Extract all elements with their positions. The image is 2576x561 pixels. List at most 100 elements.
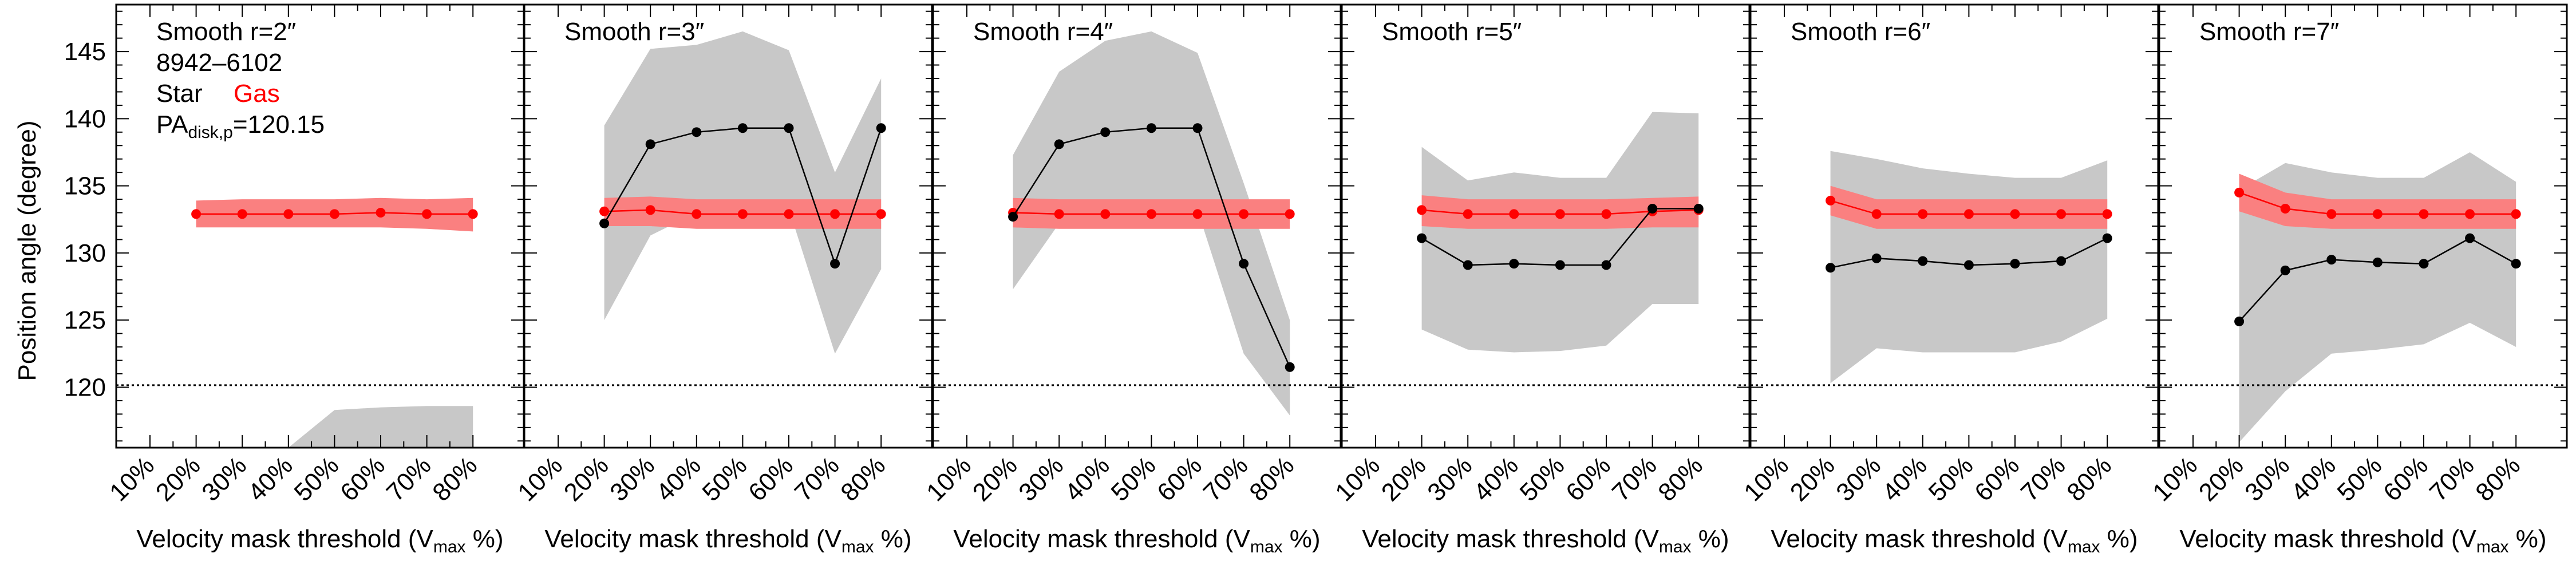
star-point [2511, 259, 2521, 269]
gas-point [2010, 209, 2020, 219]
panels-layer: 120 125 130 135 140 145 10%20%30%40%50%60%70%8… [64, 3, 2568, 556]
gas-point [1285, 209, 1295, 219]
gas-point [1555, 209, 1565, 219]
star-point [2234, 317, 2245, 327]
star-point [1601, 260, 1611, 270]
y-tick-label: 125 [64, 306, 106, 334]
star-point [1100, 127, 1111, 137]
star-point [1871, 253, 1882, 263]
gas-point [1509, 209, 1519, 219]
galaxy-id-label: 8942–6102 [156, 49, 282, 77]
star-point [2056, 256, 2067, 266]
star-point [1963, 260, 1974, 270]
gas-point [2465, 209, 2475, 219]
star-point [1417, 233, 1427, 243]
star-uncertainty-band [604, 31, 882, 354]
star-point [2326, 255, 2337, 265]
gas-point [1146, 209, 1156, 219]
star-point [1008, 212, 1018, 222]
star-point [1826, 263, 1836, 273]
gas-uncertainty-band [1830, 185, 2108, 229]
gas-uncertainty-band [2239, 173, 2516, 229]
pa-disk-label: PAdisk,p=120.15 [156, 110, 325, 142]
star-point [645, 139, 655, 149]
panel-title: Smooth r=6″ [1791, 18, 1930, 46]
star-point [876, 123, 886, 133]
x-axis-label: Velocity mask threshold (Vmax %) [1362, 525, 1729, 556]
y-tick-label: 120 [64, 373, 106, 401]
panel-title: Smooth r=3″ [564, 18, 704, 46]
panel-4: 10%20%30%40%50%60%70%80%Velocity mask th… [1330, 3, 1751, 556]
star-point [1918, 256, 1928, 266]
legend-star: Star [156, 80, 203, 108]
star-uncertainty-band [1421, 112, 1699, 353]
gas-point [2419, 209, 2429, 219]
gas-point [1871, 209, 1882, 219]
gas-point [376, 208, 386, 218]
gas-point [1918, 209, 1928, 219]
star-point [1555, 260, 1565, 270]
legend-gas: Gas [234, 80, 280, 108]
plot-area [933, 31, 1341, 416]
panel-title: Smooth r=7″ [2199, 18, 2339, 46]
panel-3: 10%20%30%40%50%60%70%80%Velocity mask th… [921, 3, 1342, 556]
star-point [2010, 259, 2020, 269]
plot-area [2159, 152, 2567, 443]
star-uncertainty-band [1013, 31, 1290, 416]
star-point [1239, 259, 1249, 269]
x-axis-label: Velocity mask threshold (Vmax %) [953, 525, 1320, 556]
star-point [830, 259, 840, 269]
panel-title: Smooth r=5″ [1382, 18, 1522, 46]
star-point [2102, 233, 2112, 243]
y-axis-label: Position angle (degree) [13, 121, 41, 381]
gas-point [1417, 205, 1427, 215]
x-axis-label: Velocity mask threshold (Vmax %) [544, 525, 911, 556]
plot-area [1751, 151, 2158, 386]
star-point [692, 127, 702, 137]
star-point [1509, 259, 1519, 269]
gas-point [737, 209, 748, 219]
panel-title: Smooth r=4″ [973, 18, 1113, 46]
y-tick-label: 145 [64, 38, 106, 66]
gas-point [645, 205, 655, 215]
star-point [2419, 259, 2429, 269]
gas-point [329, 209, 339, 219]
gas-point [283, 209, 294, 219]
star-point [2372, 257, 2383, 267]
gas-point [1239, 209, 1249, 219]
star-point [1285, 362, 1295, 372]
star-point [1463, 260, 1473, 270]
gas-point [2511, 209, 2521, 219]
star-point [1054, 139, 1064, 149]
x-axis-label: Velocity mask threshold (Vmax %) [1771, 525, 2138, 556]
gas-point [1054, 209, 1064, 219]
star-point [1647, 204, 1658, 214]
star-point [2280, 265, 2290, 275]
x-axis-label: Velocity mask threshold (Vmax %) [136, 525, 503, 556]
gas-point [1963, 209, 1974, 219]
gas-point [2372, 209, 2383, 219]
star-point [1693, 204, 1704, 214]
plot-area [1342, 112, 1749, 386]
star-point [1192, 123, 1203, 133]
star-point [784, 123, 794, 133]
star-point [2465, 233, 2475, 243]
gas-point [784, 209, 794, 219]
gas-point [1463, 209, 1473, 219]
panel-title: Smooth r=2″ [156, 18, 296, 46]
x-axis-label: Velocity mask threshold (Vmax %) [2179, 525, 2546, 556]
gas-point [2326, 209, 2337, 219]
star-point [737, 123, 748, 133]
gas-point [2234, 187, 2245, 197]
gas-point [191, 209, 202, 219]
y-tick-label: 130 [64, 239, 106, 267]
gas-point [2280, 204, 2290, 214]
gas-point [237, 209, 247, 219]
star-point [1146, 123, 1156, 133]
gas-point [1826, 195, 1836, 206]
gas-point [422, 209, 432, 219]
gas-point [876, 209, 886, 219]
gas-point [830, 209, 840, 219]
